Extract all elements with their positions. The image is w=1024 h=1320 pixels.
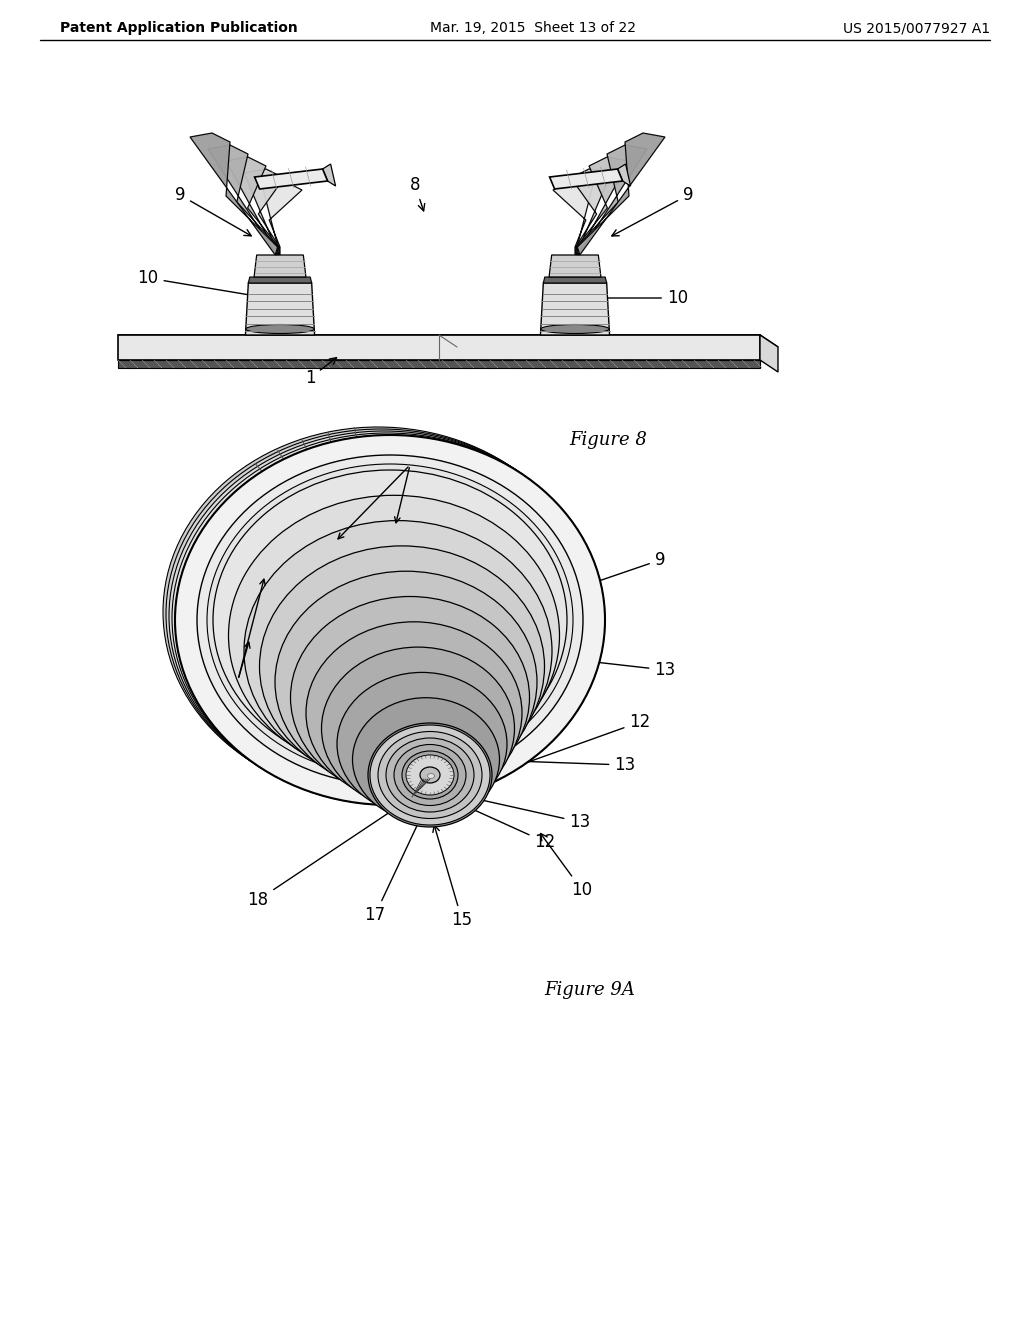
Ellipse shape — [370, 725, 490, 825]
Text: 11: 11 — [408, 441, 429, 459]
Ellipse shape — [213, 470, 567, 770]
Text: 13: 13 — [582, 657, 676, 678]
Text: Figure 9A: Figure 9A — [545, 981, 636, 999]
Text: 8: 8 — [210, 511, 276, 560]
Ellipse shape — [207, 465, 573, 776]
Polygon shape — [571, 169, 611, 255]
Ellipse shape — [352, 698, 500, 821]
Text: US 2015/0077927 A1: US 2015/0077927 A1 — [843, 21, 990, 36]
Text: 9: 9 — [611, 186, 693, 236]
Polygon shape — [118, 335, 760, 360]
Text: 13: 13 — [472, 796, 591, 832]
Ellipse shape — [291, 597, 529, 799]
Ellipse shape — [197, 455, 583, 785]
Ellipse shape — [402, 751, 458, 799]
Polygon shape — [577, 157, 629, 255]
Ellipse shape — [410, 758, 450, 792]
Ellipse shape — [228, 495, 559, 776]
Polygon shape — [246, 282, 314, 335]
Polygon shape — [190, 133, 278, 255]
Ellipse shape — [406, 755, 454, 795]
Ellipse shape — [175, 436, 605, 805]
Text: 14: 14 — [217, 659, 239, 677]
Polygon shape — [248, 277, 311, 282]
Text: 13: 13 — [489, 756, 636, 774]
Ellipse shape — [427, 774, 434, 779]
Ellipse shape — [378, 731, 482, 818]
Text: Mar. 19, 2015  Sheet 13 of 22: Mar. 19, 2015 Sheet 13 of 22 — [430, 21, 636, 36]
Polygon shape — [208, 145, 279, 255]
Polygon shape — [244, 169, 284, 255]
Polygon shape — [118, 360, 760, 368]
Polygon shape — [577, 145, 647, 255]
Polygon shape — [553, 181, 593, 255]
Text: 12: 12 — [482, 713, 650, 779]
Ellipse shape — [275, 572, 537, 793]
Text: 10: 10 — [541, 833, 593, 899]
Ellipse shape — [172, 433, 602, 803]
Ellipse shape — [306, 622, 522, 804]
Ellipse shape — [476, 576, 482, 581]
Text: 12: 12 — [454, 800, 556, 851]
Polygon shape — [617, 164, 631, 186]
Ellipse shape — [541, 325, 609, 334]
Polygon shape — [550, 169, 623, 189]
Polygon shape — [254, 255, 306, 277]
Polygon shape — [255, 169, 328, 189]
Polygon shape — [578, 133, 665, 255]
Ellipse shape — [386, 738, 474, 812]
Polygon shape — [118, 335, 778, 347]
Text: 17: 17 — [365, 818, 420, 924]
Ellipse shape — [175, 436, 605, 805]
Polygon shape — [544, 277, 606, 282]
Text: 8: 8 — [410, 176, 425, 211]
Polygon shape — [323, 164, 336, 186]
Ellipse shape — [169, 432, 599, 801]
Ellipse shape — [420, 767, 440, 783]
Ellipse shape — [368, 723, 492, 828]
Ellipse shape — [319, 537, 327, 543]
Ellipse shape — [394, 744, 466, 805]
Polygon shape — [760, 335, 778, 372]
Text: 10: 10 — [137, 269, 264, 300]
Text: Figure 8: Figure 8 — [569, 432, 647, 449]
Ellipse shape — [395, 523, 402, 527]
Text: 1: 1 — [305, 358, 337, 387]
Text: 18: 18 — [248, 803, 404, 909]
Text: 15: 15 — [433, 825, 472, 929]
Ellipse shape — [246, 325, 314, 334]
Polygon shape — [541, 282, 609, 335]
Polygon shape — [226, 157, 279, 255]
Ellipse shape — [259, 546, 545, 787]
Ellipse shape — [315, 536, 329, 545]
Ellipse shape — [244, 520, 552, 781]
Ellipse shape — [166, 429, 596, 799]
Text: Patent Application Publication: Patent Application Publication — [60, 21, 298, 36]
Text: 9: 9 — [175, 186, 251, 236]
Polygon shape — [549, 255, 601, 277]
Ellipse shape — [322, 647, 514, 810]
Text: 10: 10 — [583, 289, 688, 308]
Ellipse shape — [472, 574, 483, 582]
Text: 9: 9 — [591, 550, 666, 585]
Ellipse shape — [337, 672, 507, 816]
Ellipse shape — [391, 520, 404, 529]
Polygon shape — [262, 181, 302, 255]
Ellipse shape — [163, 426, 593, 797]
